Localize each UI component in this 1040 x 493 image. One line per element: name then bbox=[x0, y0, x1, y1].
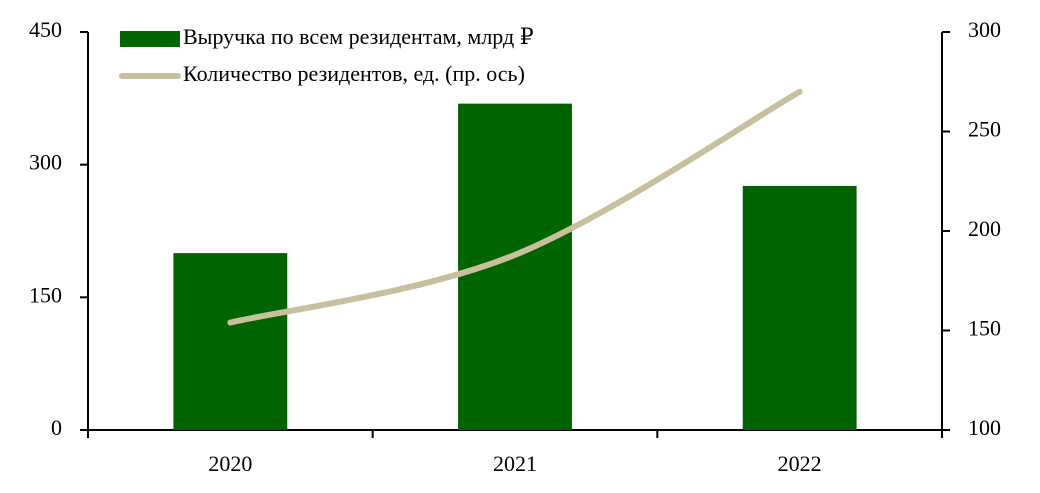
y2-tick-label: 300 bbox=[968, 17, 1001, 42]
y2-tick-label: 200 bbox=[968, 216, 1001, 241]
legend-label: Выручка по всем резидентам, млрд ₽ bbox=[183, 24, 534, 49]
bar bbox=[742, 185, 857, 430]
x-tick-label: 2020 bbox=[208, 451, 252, 476]
y-tick-label: 0 bbox=[51, 415, 62, 440]
y2-tick-label: 150 bbox=[968, 316, 1001, 341]
legend-swatch bbox=[120, 31, 180, 47]
line bbox=[227, 88, 803, 326]
legend-label: Количество резидентов, ед. (пр. ось) bbox=[183, 61, 525, 86]
y2-tick-label: 100 bbox=[968, 415, 1001, 440]
y2-tick-label: 250 bbox=[968, 117, 1001, 142]
y-tick-label: 300 bbox=[29, 150, 62, 175]
bar bbox=[173, 253, 288, 430]
y-tick-label: 150 bbox=[29, 282, 62, 307]
y-tick-label: 450 bbox=[29, 17, 62, 42]
x-tick-label: 2021 bbox=[493, 451, 537, 476]
x-tick-label: 2022 bbox=[778, 451, 822, 476]
